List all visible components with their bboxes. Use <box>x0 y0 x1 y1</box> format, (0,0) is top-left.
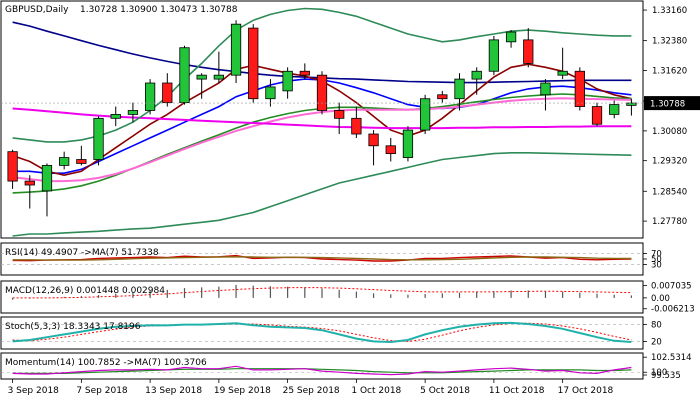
candle-up <box>41 164 53 192</box>
price-tick-label: 1.30080 <box>652 127 687 137</box>
price-tick-label: 1.28540 <box>652 187 687 197</box>
price-tick-label: 1.32380 <box>652 37 687 47</box>
axis-tick-label: 0.00 <box>651 294 670 304</box>
axis-tick-label: -0.006213 <box>651 305 695 315</box>
date-tick-label: 17 Oct 2018 <box>558 386 614 396</box>
date-tick-label: 11 Oct 2018 <box>489 386 545 396</box>
candle-up <box>488 39 500 72</box>
indicator-line <box>12 152 632 237</box>
candle-down <box>591 106 603 125</box>
candle-up <box>471 70 482 80</box>
momentum-label: Momentum(14) 100.7852 ->MA(7) 100.3706 <box>5 358 207 368</box>
current-price-tag <box>644 96 700 111</box>
candle-up <box>265 86 276 100</box>
price-tick-label: 1.31620 <box>652 66 687 76</box>
main-panel: 1.331601.323801.316201.308401.300801.293… <box>0 0 700 239</box>
candle-up <box>505 31 517 43</box>
candle-up <box>540 82 551 96</box>
candle-up <box>557 70 568 76</box>
candle-down <box>385 145 396 155</box>
stoch-lines <box>1 321 643 344</box>
axis-tick-label: 80 <box>651 321 662 331</box>
date-tick-label: 19 Sep 2018 <box>214 386 271 396</box>
candle-up <box>609 104 620 115</box>
rsi-ma-line <box>12 256 632 261</box>
candle-down <box>7 151 18 182</box>
axis-tick-label: 50 <box>651 255 662 265</box>
stoch-main-line <box>12 321 632 344</box>
candle-down <box>574 70 585 107</box>
current-price-tag-label: 1.30788 <box>650 100 685 110</box>
date-axis: 3 Sep 2018 7 Sep 2018 13 Sep 2018 19 Sep 20… <box>8 379 614 396</box>
candle-up <box>420 98 431 131</box>
macd-lines <box>11 284 633 300</box>
candle-down <box>76 159 87 164</box>
candle-up <box>626 102 637 106</box>
axis-tick-label: 100 <box>651 368 667 378</box>
axis-tick-label: 70 <box>651 249 662 259</box>
momentum-line <box>12 365 632 376</box>
candle-down <box>523 39 534 64</box>
symbol-title: GBPUSD,Daily <box>5 5 69 15</box>
date-tick-label: 7 Sep 2018 <box>76 386 128 396</box>
candle-down <box>316 74 328 111</box>
macd-panel: 0.007035 0.00-0.006213 MACD(12,26,9) 0.00… <box>0 280 695 315</box>
axis-tick-label: 30 <box>651 261 662 271</box>
candle-up <box>179 47 190 104</box>
candle-up <box>93 117 104 160</box>
stoch-panel: 80 20 Stoch(5,3,3) 18.3343 17.8196 <box>0 316 662 350</box>
candle-down <box>437 94 448 100</box>
momentum-lines <box>1 365 643 376</box>
date-tick-label: 13 Sep 2018 <box>145 386 202 396</box>
candle-down <box>248 27 259 100</box>
axis-tick-label: 0.007035 <box>651 282 692 292</box>
candle-up <box>127 110 139 115</box>
candle-down <box>368 133 379 147</box>
candle-up <box>110 114 121 119</box>
candle-up <box>402 129 414 158</box>
candle-down <box>334 110 345 119</box>
rsi-label: RSI(14) 49.4907 ->MA(7) 51.7338 <box>5 248 159 258</box>
axis-tick-label: 99.535 <box>651 371 681 381</box>
axis-tick-label: 102.5314 <box>651 353 692 363</box>
date-tick-label: 1 Oct 2018 <box>351 386 401 396</box>
candle-up <box>230 23 242 76</box>
momentum-panel-frame <box>0 352 644 380</box>
date-tick-label: 25 Sep 2018 <box>283 386 340 396</box>
price-tick-label: 1.27780 <box>652 217 687 227</box>
main-price-axis: 1.331601.323801.316201.308401.300801.293… <box>643 6 700 227</box>
price-tick-label: 1.29320 <box>652 157 687 167</box>
candle-down <box>299 70 310 76</box>
candle-up <box>59 157 70 166</box>
main-panel-frame <box>0 0 644 239</box>
candle-up <box>213 74 224 80</box>
candle-down <box>162 82 173 104</box>
axis-tick-label: 20 <box>651 337 662 347</box>
candle-up <box>454 78 465 100</box>
stoch-axis: 80 20 <box>643 321 662 347</box>
candle-down <box>24 180 35 186</box>
candlesticks <box>7 20 637 217</box>
date-tick-label: 5 Oct 2018 <box>420 386 470 396</box>
date-tick-label: 3 Sep 2018 <box>8 386 60 396</box>
candle-down <box>351 117 362 135</box>
candle-up <box>144 82 156 111</box>
stoch-label: Stoch(5,3,3) 18.3343 17.8196 <box>5 322 141 332</box>
rsi-lines <box>1 253 643 265</box>
macd-label: MACD(12,26,9) 0.001448 0.002984 <box>5 286 165 296</box>
ohlc-values: 1.30728 1.30900 1.30473 1.30788 <box>80 5 238 15</box>
candle-up <box>196 74 207 80</box>
price-title: GBPUSD,Daily 1.30728 1.30900 1.30473 1.3… <box>5 5 238 15</box>
stoch-panel-frame <box>0 316 644 350</box>
macd-axis: 0.007035 0.00-0.006213 <box>643 282 695 315</box>
price-tick-label: 1.33160 <box>652 6 687 16</box>
candle-up <box>282 70 293 92</box>
